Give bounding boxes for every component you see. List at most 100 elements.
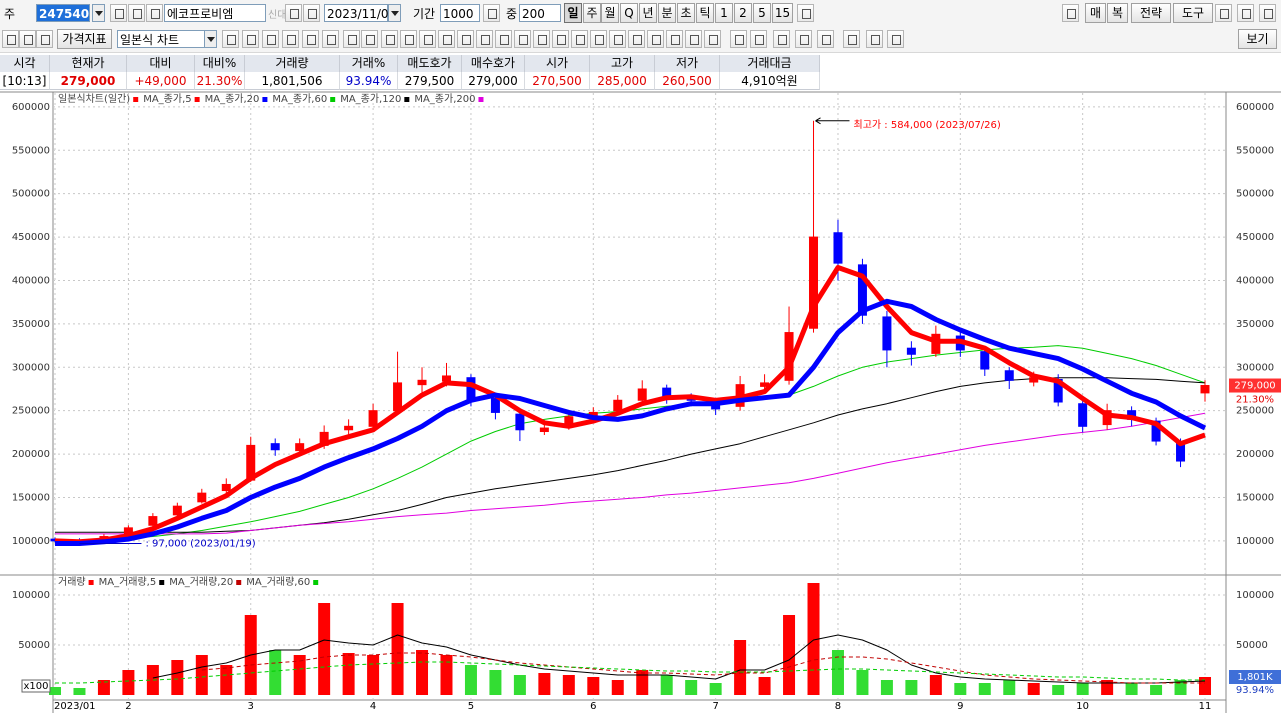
toolbar-icon[interactable] [438,30,455,48]
candle-body [539,427,549,433]
toolbar-icon[interactable] [2,30,19,48]
x-tick-label: 10 [1076,701,1089,712]
volume-bar [1150,685,1163,695]
y-tick-label: 100000 [12,590,50,601]
tool-button[interactable]: 매 [1085,3,1106,23]
x-tick-label: 4 [370,701,376,712]
chart-style-select[interactable]: 일본식 차트 [117,30,205,48]
toolbar-icon[interactable] [343,30,360,48]
interval-button[interactable]: 일 [564,3,582,23]
toolbar-icon[interactable] [381,30,398,48]
toolbar-icon[interactable] [773,30,790,48]
volume-bar [391,603,404,695]
interval-button[interactable]: Q [620,3,638,23]
toolbar-icon[interactable] [36,30,53,48]
toolbar-icon[interactable] [282,30,299,48]
toolbar-icon[interactable] [704,30,721,48]
interval-button[interactable]: 5 [753,3,771,23]
tool-button[interactable]: 복 [1107,3,1128,23]
toolbar-icon[interactable] [552,30,569,48]
interval-button[interactable]: 초 [677,3,695,23]
toolbar-icon[interactable] [222,30,239,48]
volume-bar [464,665,477,695]
toolbar-icon[interactable] [533,30,550,48]
toolbar-icon[interactable] [1062,4,1079,22]
toolbar-icon[interactable] [128,4,145,22]
code-input[interactable]: 247540 [36,4,90,22]
ma-line [152,634,1206,684]
toolbar-icon[interactable] [19,30,36,48]
toolbar-icon[interactable] [666,30,683,48]
toolbar-icon[interactable] [795,30,812,48]
table-header: 고가 [590,55,655,72]
toolbar-icon[interactable] [685,30,702,48]
tool-button[interactable]: 전략 [1131,3,1171,23]
tool-button[interactable]: 도구 [1173,3,1213,23]
low-note: : 97,000 (2023/01/19) [145,538,255,549]
dropdown[interactable] [388,4,401,22]
date-input[interactable]: 2023/11/06 [324,4,396,22]
period-input[interactable]: 1000 [440,4,480,22]
toolbar-icon[interactable] [457,30,474,48]
toolbar-icon[interactable] [495,30,512,48]
name-input[interactable]: 에코프로비엠 [164,4,266,22]
candle-body [637,388,647,401]
interval-button[interactable]: 주 [583,3,601,23]
toolbar-icon[interactable] [817,30,834,48]
interval-button[interactable]: 년 [639,3,657,23]
toolbar-icon[interactable] [146,4,163,22]
toolbar-icon[interactable] [750,30,767,48]
toolbar-icon[interactable] [303,4,320,22]
candle-body [613,399,623,412]
indicator-button[interactable]: 가격지표 [57,29,112,49]
interval-button[interactable]: 월 [601,3,619,23]
x-tick-label: 8 [835,701,841,712]
toolbar-icon[interactable] [1237,4,1254,22]
toolbar-icon[interactable] [1259,4,1276,22]
interval-button[interactable]: 2 [734,3,752,23]
legend-swatch [236,580,242,585]
table-cell: 285,000 [590,72,655,90]
dropdown[interactable] [204,30,217,48]
toolbar-icon[interactable] [590,30,607,48]
toolbar-icon[interactable] [483,4,500,22]
y-tick-label: 150000 [1236,492,1274,503]
interval-button[interactable]: 분 [658,3,676,23]
interval-button[interactable]: 1 [715,3,733,23]
toolbar-icon[interactable] [242,30,259,48]
toolbar-icon[interactable] [1215,4,1232,22]
zoom-input[interactable]: 200 [519,4,561,22]
toolbar-icon[interactable] [285,4,302,22]
toolbar-icon[interactable] [571,30,588,48]
interval-button[interactable]: 틱 [696,3,714,23]
credit-badge: 신대40 [268,10,300,21]
toolbar-icon[interactable] [361,30,378,48]
volume-bar [1076,683,1089,695]
toolbar-icon[interactable] [887,30,904,48]
y-tick-label: 600000 [1236,102,1274,113]
toolbar-icon[interactable] [419,30,436,48]
toolbar-icon[interactable] [797,4,814,22]
toolbar-icon[interactable] [400,30,417,48]
toolbar-icon[interactable] [628,30,645,48]
volume-bar [1174,680,1187,695]
toolbar-icon[interactable] [609,30,626,48]
dropdown[interactable] [92,4,105,22]
y-tick-label: 50000 [1236,640,1268,651]
interval-button[interactable]: 15 [772,3,793,23]
toolbar-icon[interactable] [302,30,319,48]
toolbar-icon[interactable] [866,30,883,48]
toolbar-icon[interactable] [476,30,493,48]
toolbar-icon[interactable] [647,30,664,48]
candle-body [368,410,378,427]
toolbar-icon[interactable] [322,30,339,48]
period-label: 기간 [413,7,436,21]
toolbar-icon[interactable] [514,30,531,48]
ma-line [55,412,1206,535]
toolbar-icon[interactable] [110,4,127,22]
toolbar-icon[interactable] [843,30,860,48]
view-button[interactable]: 보기 [1238,29,1277,49]
toolbar-icon[interactable] [262,30,279,48]
toolbar-icon[interactable] [730,30,747,48]
legend-label: MA_거래량,5 [99,576,157,588]
